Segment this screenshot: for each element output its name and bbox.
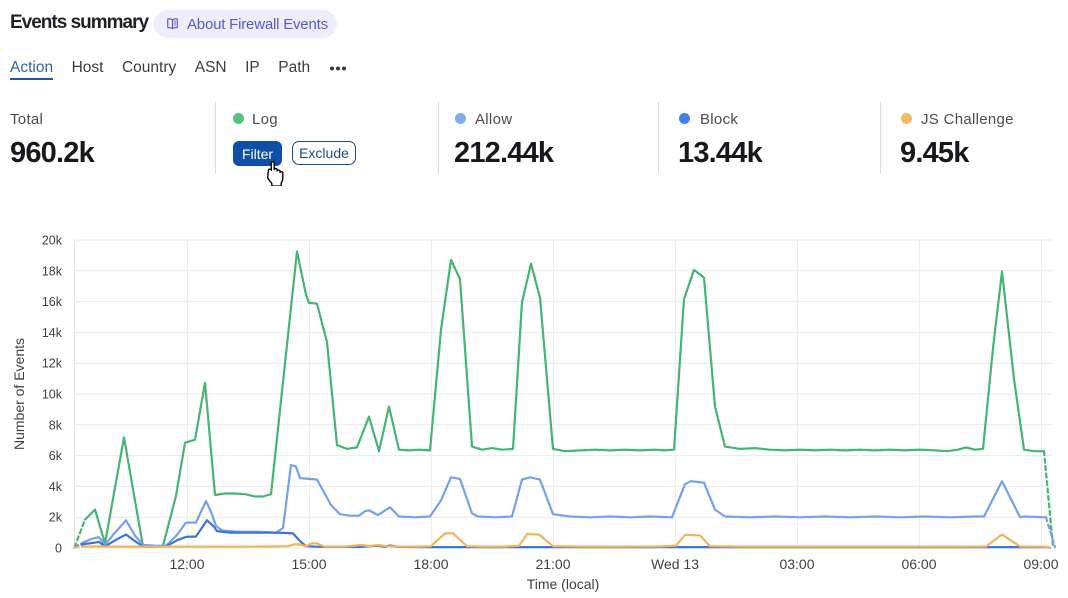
svg-text:21:00: 21:00 [535,556,570,572]
svg-text:15:00: 15:00 [291,556,326,572]
svg-text:8k: 8k [49,418,63,432]
svg-text:12k: 12k [42,357,63,371]
svg-text:12:00: 12:00 [169,556,204,572]
svg-text:06:00: 06:00 [901,556,936,572]
svg-text:Number of Events: Number of Events [11,338,27,450]
svg-text:16k: 16k [42,295,63,309]
svg-text:6k: 6k [49,449,63,463]
svg-text:10k: 10k [42,388,63,402]
svg-text:4k: 4k [49,480,63,494]
svg-text:09:00: 09:00 [1023,556,1058,572]
svg-text:18:00: 18:00 [413,556,448,572]
svg-text:14k: 14k [42,326,63,340]
svg-text:0: 0 [55,542,62,556]
svg-text:Wed 13: Wed 13 [651,556,699,572]
svg-text:03:00: 03:00 [779,556,814,572]
svg-text:18k: 18k [42,264,63,278]
svg-text:20k: 20k [42,234,63,248]
svg-text:2k: 2k [49,511,63,525]
svg-text:Time (local): Time (local) [527,576,600,592]
